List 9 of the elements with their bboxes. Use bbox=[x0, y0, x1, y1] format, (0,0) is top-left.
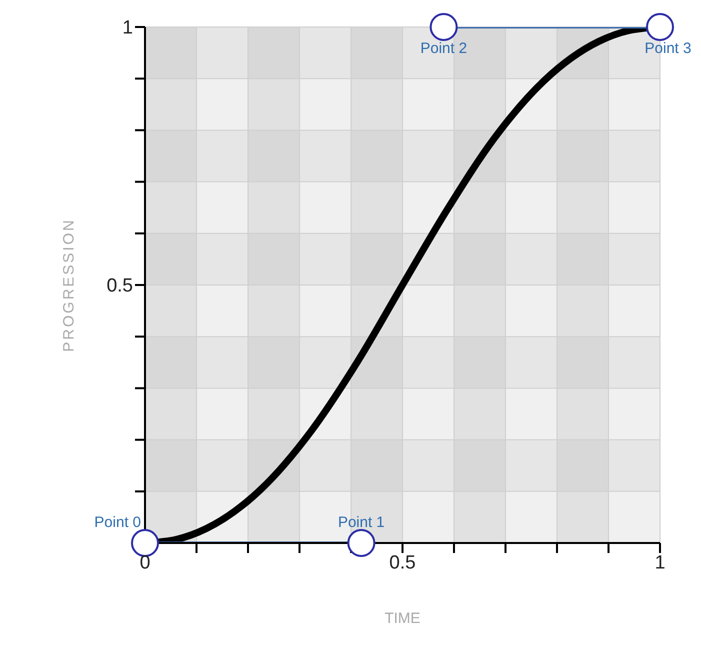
annotation: Point 3 bbox=[644, 40, 692, 57]
annotation: Point 1 bbox=[338, 514, 385, 531]
annotation: Point 0 bbox=[94, 514, 141, 531]
x-tick-label: 0.5 bbox=[389, 552, 416, 574]
x-tick-label: 1 bbox=[654, 552, 666, 574]
x-axis-title: TIME bbox=[384, 610, 420, 627]
x-tick-label: 0 bbox=[140, 552, 150, 574]
annotation: Point 2 bbox=[420, 40, 468, 57]
y-axis-title: PROGRESSION bbox=[60, 218, 78, 352]
